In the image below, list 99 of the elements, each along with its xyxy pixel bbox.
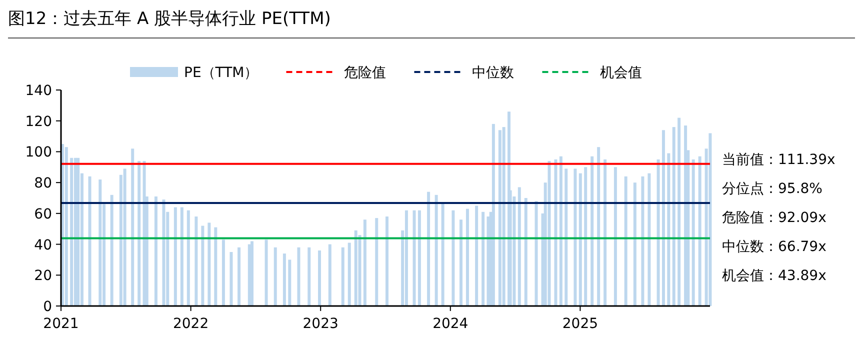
bar (70, 158, 74, 306)
bar (194, 216, 198, 306)
legend-label: 中位数 (472, 65, 514, 81)
bar (498, 130, 502, 306)
bar (518, 187, 521, 306)
y-tick-label: 140 (25, 83, 52, 99)
bar (404, 210, 408, 306)
bar (597, 147, 600, 306)
y-tick-label: 40 (34, 237, 52, 254)
bar (238, 247, 241, 306)
bar (656, 159, 660, 306)
x-tick-label: 2023 (302, 316, 338, 332)
chart-title: 图12：过去五年 A 股半导体行业 PE(TTM) (8, 9, 331, 29)
bar (222, 240, 225, 306)
bar (662, 130, 665, 306)
bar (76, 158, 80, 306)
bar (318, 250, 322, 306)
bar (434, 194, 438, 306)
bar (584, 167, 588, 306)
bar (131, 148, 134, 306)
bar (604, 159, 607, 306)
bar (98, 179, 102, 306)
bar (548, 160, 551, 306)
y-tick-label: 120 (25, 114, 52, 130)
bar (564, 168, 568, 306)
bar (88, 176, 92, 306)
bar (297, 247, 300, 306)
bar (174, 207, 177, 306)
bar (341, 247, 344, 306)
text: 危险值：92.09x (722, 210, 826, 226)
text: 中位数：66.79x (722, 239, 826, 255)
bar (708, 133, 712, 306)
y-tick-label: 20 (34, 268, 52, 284)
bar (328, 244, 332, 306)
bar (633, 182, 636, 306)
x-tick-label: 2024 (432, 316, 468, 332)
bar (264, 240, 268, 306)
bar (466, 208, 469, 306)
bar (412, 210, 416, 306)
bar (418, 210, 421, 306)
y-tick-label: 0 (43, 299, 52, 315)
bar (492, 124, 495, 306)
text: 分位点：95.8% (722, 181, 822, 197)
bar (123, 168, 126, 306)
text: 当前值：111.39x (722, 152, 836, 168)
bar (648, 173, 651, 306)
bar (375, 218, 378, 306)
bar (482, 212, 485, 306)
x-tick-label: 2022 (172, 316, 209, 332)
bar (459, 220, 462, 306)
bar (308, 247, 311, 306)
bar (554, 159, 558, 306)
bar (667, 153, 670, 306)
bar (354, 230, 358, 306)
legend-label: 机会值 (600, 65, 642, 81)
y-tick-label: 60 (34, 206, 52, 222)
bar (574, 168, 577, 306)
bar (201, 226, 204, 306)
y-tick-label: 100 (25, 144, 52, 161)
bar (154, 196, 158, 306)
bar (186, 210, 190, 306)
legend-label: 危险值 (344, 65, 386, 81)
bar (427, 192, 430, 306)
bar (452, 210, 455, 306)
bar (502, 127, 506, 306)
bar (230, 252, 233, 306)
bar (641, 176, 644, 306)
bar (162, 200, 166, 306)
bar (678, 118, 681, 306)
bar (138, 160, 141, 306)
bar (559, 156, 562, 306)
bar (274, 247, 277, 306)
bar (288, 260, 292, 306)
bar (524, 198, 528, 306)
bar (250, 241, 254, 306)
x-tick-label: 2025 (562, 316, 598, 332)
x-tick-label: 2021 (43, 316, 79, 332)
bar (363, 220, 366, 306)
bar (180, 207, 184, 306)
bar (214, 227, 218, 306)
bar (475, 206, 478, 306)
bar (110, 194, 114, 306)
y-tick-label: 80 (34, 176, 52, 192)
bar (578, 173, 582, 306)
legend-label: PE（TTM） (184, 65, 258, 81)
bar (64, 147, 68, 306)
bar (534, 201, 538, 306)
bar (441, 202, 444, 306)
bar (348, 242, 351, 306)
bar (208, 222, 211, 306)
bar (590, 156, 594, 306)
bar (692, 159, 695, 306)
bar (672, 127, 676, 306)
bar (614, 167, 617, 306)
bar (386, 216, 388, 306)
bar (698, 156, 702, 306)
bar (624, 176, 628, 306)
text: 机会值：43.89x (722, 268, 826, 284)
bar (282, 254, 286, 306)
